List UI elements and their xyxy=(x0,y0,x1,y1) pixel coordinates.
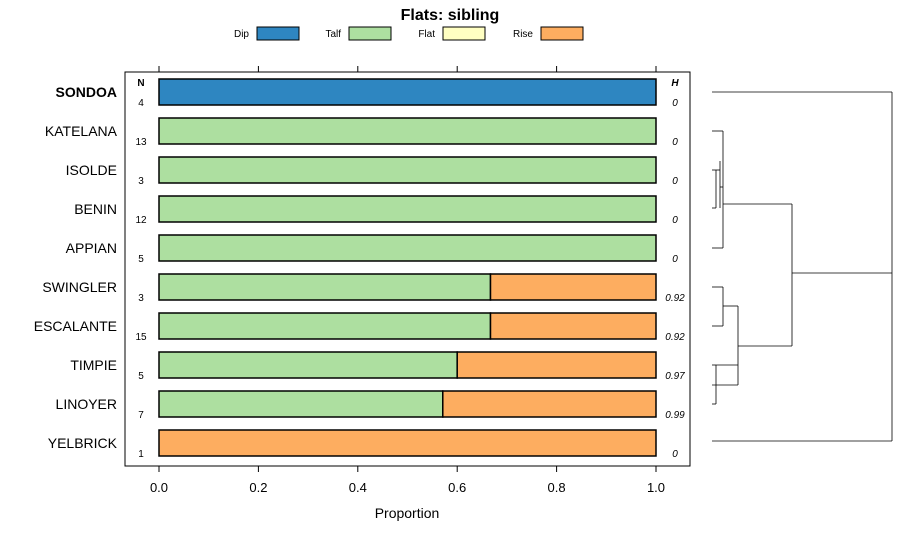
h-column-header: H xyxy=(671,78,679,89)
n-value-swingler: 3 xyxy=(138,293,144,304)
n-value-isolde: 3 xyxy=(138,176,144,187)
category-label-linoyer: LINOYER xyxy=(56,396,117,412)
x-axis-title: Proportion xyxy=(375,505,440,521)
bar-sondoa-dip xyxy=(158,78,657,106)
bar-linoyer-rise xyxy=(442,390,657,418)
x-tick-label-1: 0.2 xyxy=(249,480,267,495)
category-label-timpie: TIMPIE xyxy=(70,357,117,373)
x-tick-label-5: 1.0 xyxy=(647,480,665,495)
h-value-katelana: 0 xyxy=(672,137,678,148)
n-value-yelbrick: 1 xyxy=(138,449,144,460)
n-value-escalante: 15 xyxy=(135,332,147,343)
legend-swatch-rise xyxy=(540,26,584,41)
n-value-benin: 12 xyxy=(135,215,147,226)
x-tick-label-4: 0.8 xyxy=(548,480,566,495)
h-value-benin: 0 xyxy=(672,215,678,226)
category-label-appian: APPIAN xyxy=(66,240,117,256)
category-label-sondoa: SONDOA xyxy=(56,84,117,100)
bar-appian-talf xyxy=(158,234,657,262)
category-label-isolde: ISOLDE xyxy=(66,162,117,178)
category-label-katelana: KATELANA xyxy=(45,123,118,139)
legend-label-talf: Talf xyxy=(325,29,341,40)
bar-swingler-talf xyxy=(158,273,492,301)
h-value-yelbrick: 0 xyxy=(672,449,678,460)
h-value-appian: 0 xyxy=(672,254,678,265)
h-value-linoyer: 0.99 xyxy=(665,410,685,421)
legend: Dip Talf Flat Rise xyxy=(234,26,584,41)
h-value-swingler: 0.92 xyxy=(665,293,685,304)
h-value-isolde: 0 xyxy=(672,176,678,187)
bar-timpie-rise xyxy=(456,351,657,379)
x-tick-label-0: 0.0 xyxy=(150,480,168,495)
category-label-yelbrick: YELBRICK xyxy=(48,435,118,451)
dendrogram xyxy=(712,91,893,442)
bar-swingler-rise xyxy=(489,273,657,301)
legend-swatch-dip xyxy=(256,26,300,41)
n-column-header: N xyxy=(137,78,144,89)
n-value-appian: 5 xyxy=(138,254,144,265)
legend-label-flat: Flat xyxy=(418,29,435,40)
legend-label-rise: Rise xyxy=(513,29,533,40)
legend-swatch-talf xyxy=(348,26,392,41)
n-value-timpie: 5 xyxy=(138,371,144,382)
legend-swatch-flat xyxy=(442,26,486,41)
x-tick-label-2: 0.4 xyxy=(349,480,367,495)
x-tick-label-3: 0.6 xyxy=(448,480,466,495)
n-value-linoyer: 7 xyxy=(138,410,144,421)
bar-escalante-talf xyxy=(158,312,492,340)
h-value-timpie: 0.97 xyxy=(665,371,685,382)
n-value-katelana: 13 xyxy=(135,137,147,148)
h-value-escalante: 0.92 xyxy=(665,332,685,343)
bar-isolde-talf xyxy=(158,156,657,184)
n-value-sondoa: 4 xyxy=(138,98,144,109)
plot-frame xyxy=(124,71,691,467)
bar-linoyer-talf xyxy=(158,390,444,418)
bar-benin-talf xyxy=(158,195,657,223)
bar-yelbrick-rise xyxy=(158,429,657,457)
chart-title: Flats: sibling xyxy=(401,7,500,24)
category-label-swingler: SWINGLER xyxy=(42,279,117,295)
legend-label-dip: Dip xyxy=(234,29,249,40)
bar-timpie-talf xyxy=(158,351,458,379)
bar-katelana-talf xyxy=(158,117,657,145)
bar-escalante-rise xyxy=(489,312,657,340)
category-label-benin: BENIN xyxy=(74,201,117,217)
h-value-sondoa: 0 xyxy=(672,98,678,109)
category-label-escalante: ESCALANTE xyxy=(34,318,117,334)
